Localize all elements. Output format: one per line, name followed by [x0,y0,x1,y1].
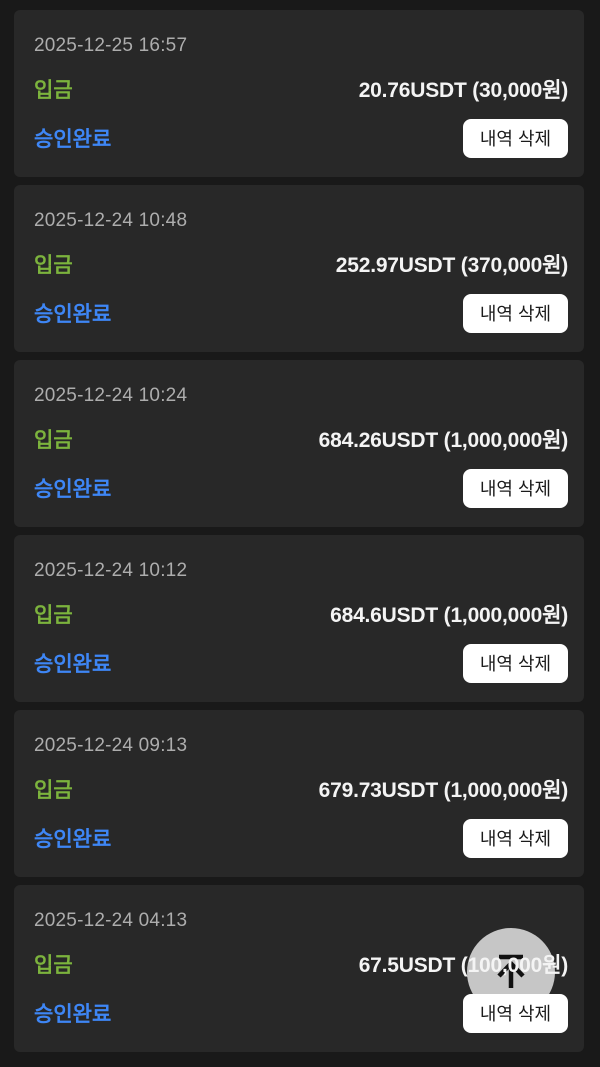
transaction-card: 2025-12-25 16:57 입금 20.76USDT (30,000원) … [14,10,584,177]
transaction-status: 승인완료 [34,128,112,151]
transaction-card: 2025-12-24 09:13 입금 679.73USDT (1,000,00… [14,710,584,877]
transaction-card: 2025-12-24 10:48 입금 252.97USDT (370,000원… [14,185,584,352]
transaction-status: 승인완료 [34,303,112,326]
delete-history-button[interactable]: 내역 삭제 [463,993,568,1033]
transaction-amount: 67.5USDT (100,000원) [358,954,568,977]
transaction-datetime: 2025-12-24 10:24 [34,385,188,406]
transaction-datetime: 2025-12-25 16:57 [34,35,188,56]
delete-history-button[interactable]: 내역 삭제 [463,643,568,683]
transaction-type-label: 입금 [34,779,73,802]
transaction-datetime: 2025-12-24 09:13 [34,735,188,756]
transaction-type-label: 입금 [34,79,73,102]
transaction-card: 2025-12-24 10:12 입금 684.6USDT (1,000,000… [14,535,584,702]
transaction-datetime: 2025-12-24 10:48 [34,210,188,231]
transaction-status: 승인완료 [34,653,112,676]
transaction-type-label: 입금 [34,604,73,627]
transaction-amount: 20.76USDT (30,000원) [358,79,568,102]
transaction-type-label: 입금 [34,254,73,277]
transaction-type-label: 입금 [34,429,73,452]
delete-history-button[interactable]: 내역 삭제 [463,293,568,333]
transaction-status: 승인완료 [34,478,112,501]
transaction-datetime: 2025-12-24 10:12 [34,560,188,581]
transaction-amount: 252.97USDT (370,000원) [335,254,568,277]
delete-history-button[interactable]: 내역 삭제 [463,468,568,508]
arrow-up-to-top-icon [493,953,529,991]
transaction-datetime: 2025-12-24 04:13 [34,910,188,931]
delete-history-button[interactable]: 내역 삭제 [463,118,568,158]
transaction-amount: 679.73USDT (1,000,000원) [318,779,569,802]
transaction-type-label: 입금 [34,954,73,977]
transaction-status: 승인완료 [34,1003,112,1026]
delete-history-button[interactable]: 내역 삭제 [463,818,568,858]
transaction-amount: 684.26USDT (1,000,000원) [318,429,569,452]
transaction-amount: 684.6USDT (1,000,000원) [330,604,568,627]
transaction-card: 2025-12-24 04:13 입금 67.5USDT (100,000원) … [14,885,584,1052]
transaction-status: 승인완료 [34,828,112,851]
transaction-card: 2025-12-24 10:24 입금 684.26USDT (1,000,00… [14,360,584,527]
